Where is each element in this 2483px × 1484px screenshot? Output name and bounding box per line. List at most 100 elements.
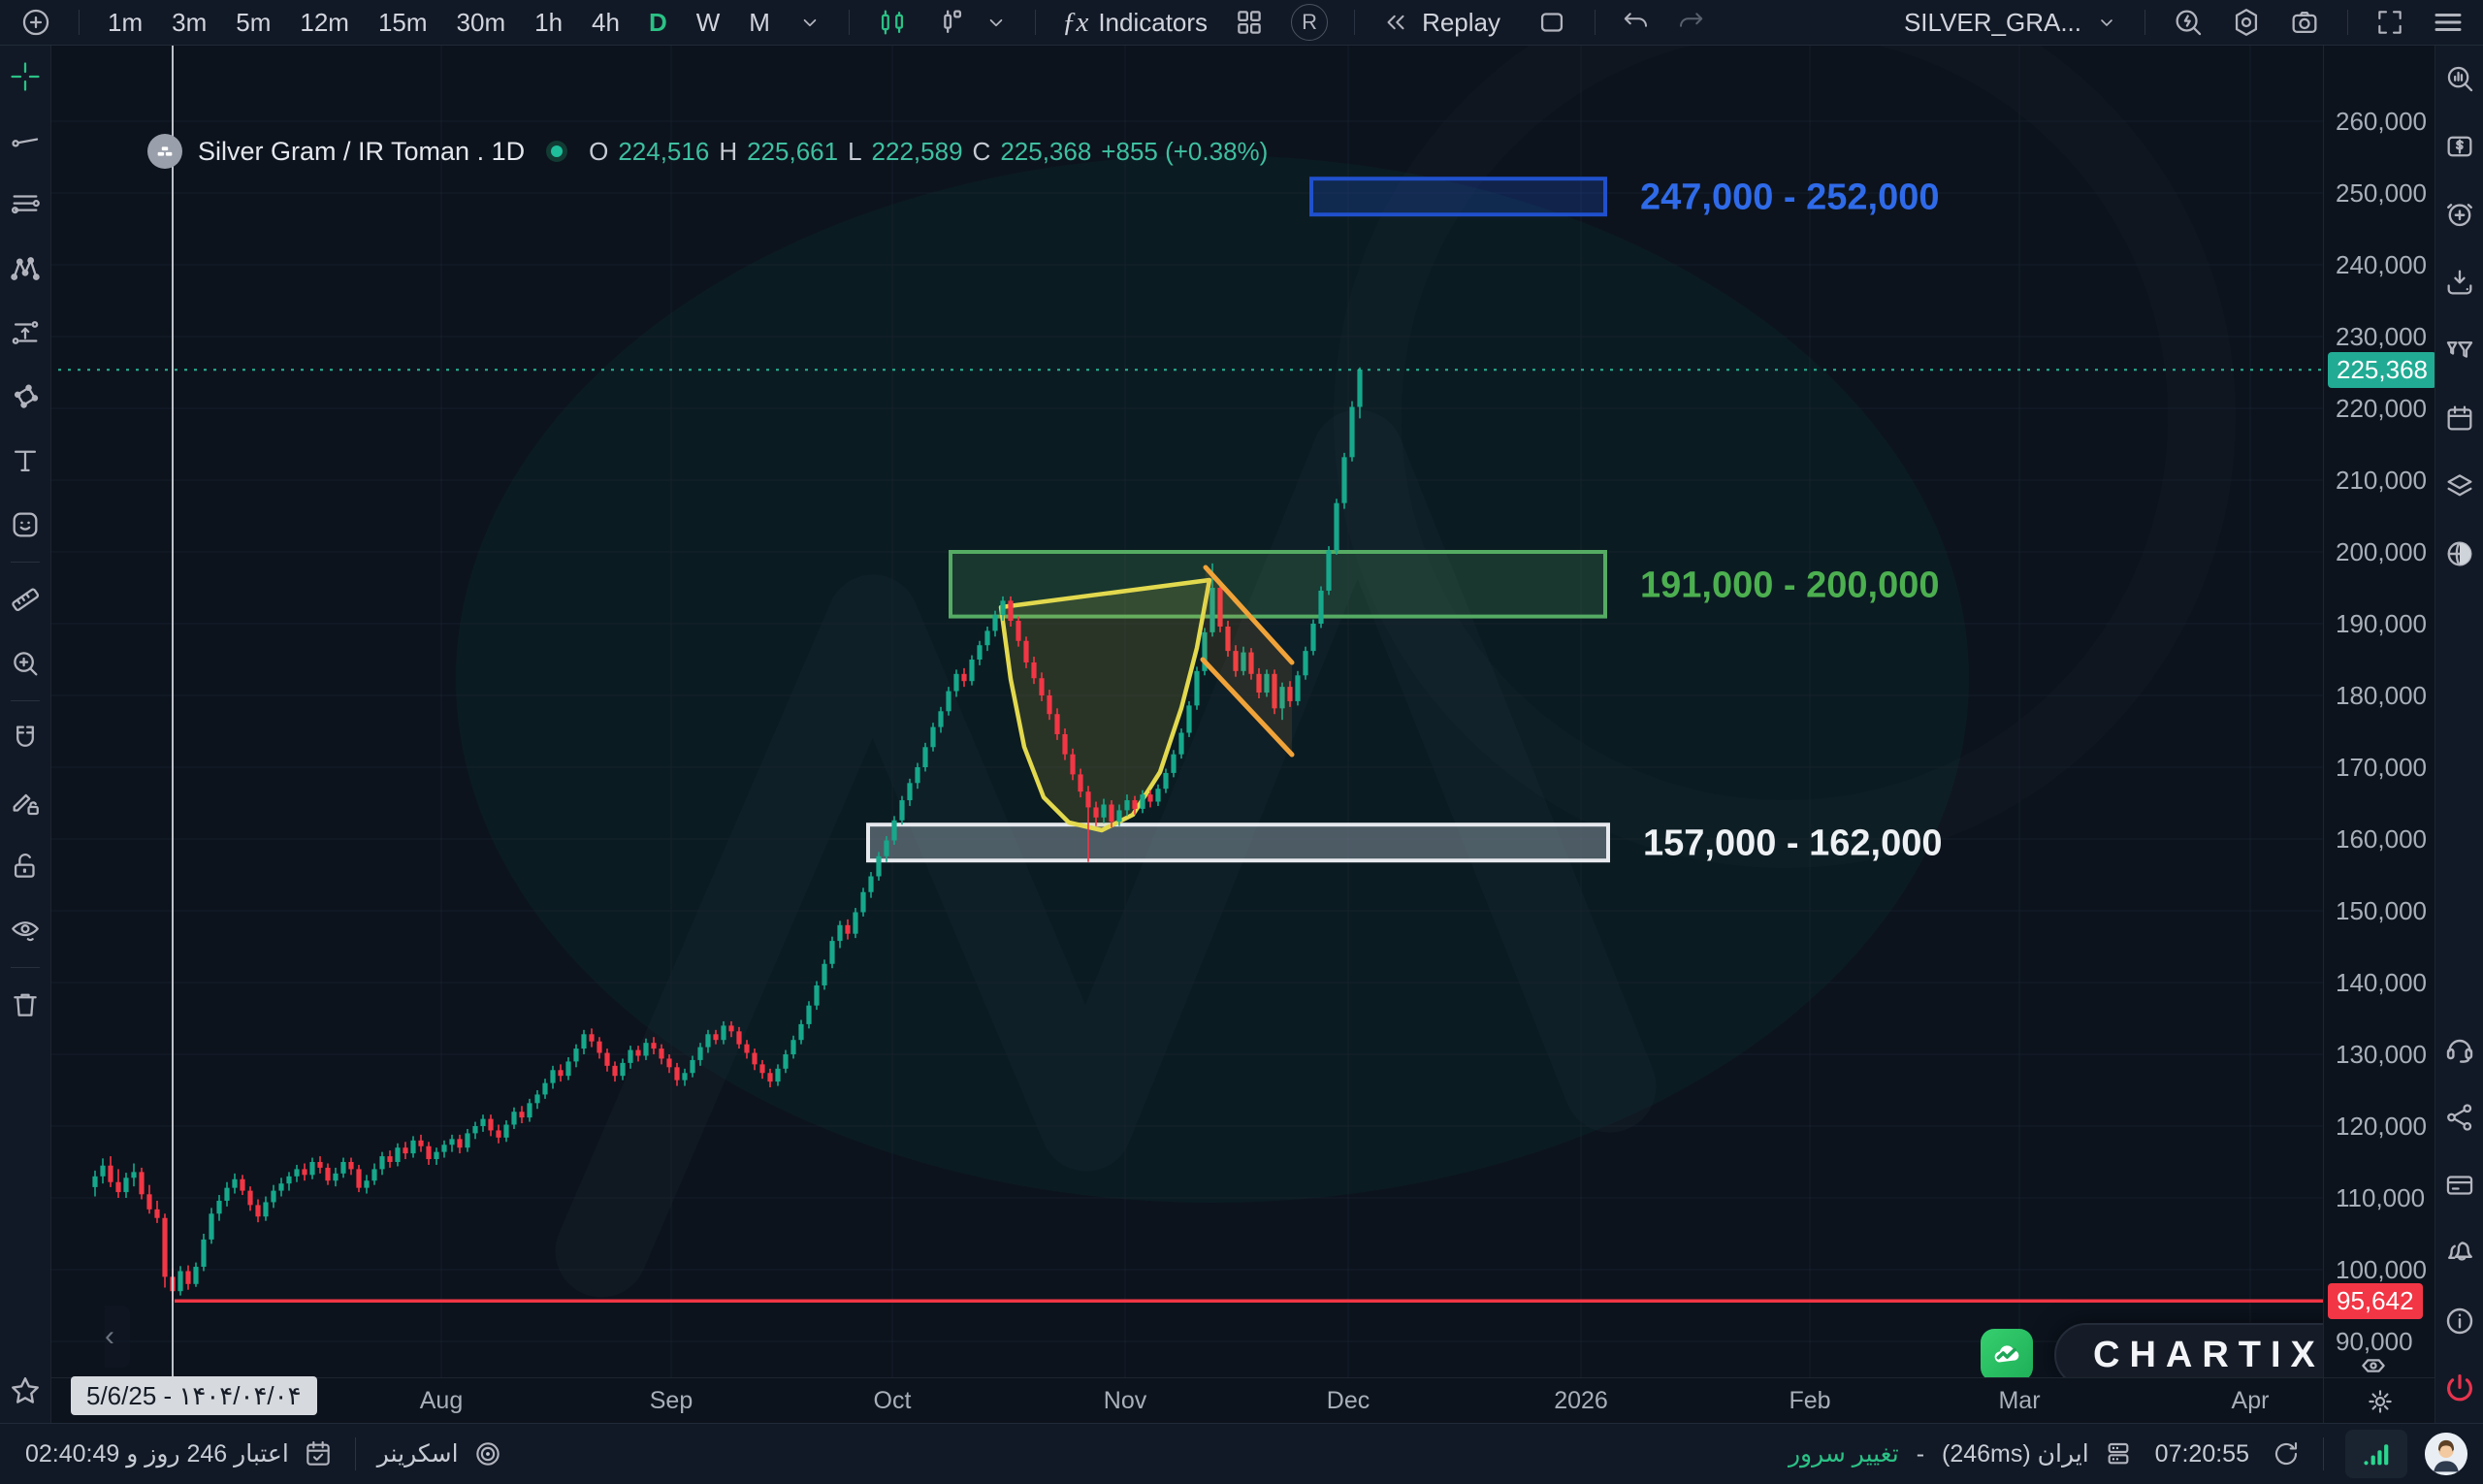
- crosshair-tool-icon[interactable]: [0, 45, 50, 109]
- target-icon: [472, 1438, 503, 1469]
- cup-pattern-drawing[interactable]: [998, 577, 1212, 833]
- timeframe-button-1h[interactable]: 1h: [534, 7, 564, 37]
- supply-zone[interactable]: [1309, 177, 1607, 217]
- price-tick: 150,000: [2336, 896, 2427, 925]
- candles-layer: [92, 367, 1363, 1302]
- emoji-tool-icon[interactable]: [0, 493, 50, 557]
- credit-remaining: اعتبار 246 روز و 02:40:49: [25, 1438, 334, 1469]
- axis-settings-gear-icon[interactable]: [2365, 1386, 2396, 1417]
- logout-power-icon[interactable]: [2435, 1355, 2483, 1423]
- price-axis[interactable]: 260,000 250,000 240,000 230,000 220,000 210,0…: [2323, 45, 2436, 1377]
- timeframe-button-12m[interactable]: 12m: [300, 7, 349, 37]
- favorites-star-icon[interactable]: [0, 1359, 50, 1423]
- payment-card-icon[interactable]: [2435, 1151, 2483, 1219]
- redo-icon[interactable]: [1663, 0, 1718, 45]
- refresh-icon[interactable]: [2271, 1438, 2302, 1469]
- quick-search-icon[interactable]: [2159, 0, 2217, 45]
- indicators-label: Indicators: [1098, 7, 1209, 37]
- screenshot-icon[interactable]: [2275, 0, 2334, 45]
- info-icon[interactable]: [2435, 1287, 2483, 1355]
- rotation-badge[interactable]: R: [1278, 0, 1340, 45]
- main-menu-icon[interactable]: [2418, 0, 2483, 45]
- server-status[interactable]: ایران (246ms): [1942, 1438, 2134, 1469]
- timeframe-chevron-icon[interactable]: [785, 0, 835, 45]
- measure-tool-icon[interactable]: [0, 567, 50, 631]
- magnet-tool-icon[interactable]: [0, 706, 50, 770]
- timeframe-button-1m[interactable]: 1m: [108, 7, 144, 37]
- text-tool-icon[interactable]: [0, 429, 50, 493]
- timeframe-button-M[interactable]: M: [749, 7, 770, 37]
- market-scanner-icon[interactable]: [2435, 45, 2483, 113]
- timeframe-row: 1m 3m 5m 12m 15m 30m 1h 4h D W M: [93, 0, 785, 45]
- user-avatar[interactable]: [2425, 1433, 2467, 1475]
- support-headset-icon[interactable]: [2435, 1016, 2483, 1083]
- add-alert-icon[interactable]: [2435, 180, 2483, 248]
- candles-style-icon[interactable]: [863, 0, 921, 45]
- lock-all-tool-icon[interactable]: [0, 834, 50, 898]
- price-tick: 250,000: [2336, 178, 2427, 208]
- chart-plot-svg[interactable]: 247,000 - 252,000 191,000 - 200,000 157,00…: [50, 45, 2323, 1377]
- flag-trendline-1[interactable]: [1203, 565, 1295, 665]
- toolbar-divider: [2144, 10, 2145, 35]
- projection-tool-icon[interactable]: [0, 301, 50, 365]
- undo-icon[interactable]: [1609, 0, 1663, 45]
- toolbar-collapse-chevron[interactable]: ‹: [105, 1306, 130, 1368]
- timeframe-button-W[interactable]: W: [695, 7, 721, 37]
- timeframe-button-4h[interactable]: 4h: [592, 7, 620, 37]
- change-server-label: تغییر سرور: [1788, 1440, 1899, 1468]
- shapes-tool-icon[interactable]: [0, 365, 50, 429]
- drawing-lock-tool-icon[interactable]: [0, 770, 50, 834]
- chart-legend[interactable]: Silver Gram / IR Toman . 1D O 224,516 H 22…: [147, 134, 1268, 169]
- resistance-zone[interactable]: [949, 550, 1607, 619]
- notifications-bells-icon[interactable]: [2435, 1219, 2483, 1287]
- time-axis[interactable]: 5/6/25 - ۱۴۰۴/۰۴/۰۴ Aug Sep Oct Nov Dec 2026 F…: [50, 1376, 2323, 1424]
- indicators-button[interactable]: ƒx Indicators: [1049, 0, 1220, 45]
- share-icon[interactable]: [2435, 1083, 2483, 1151]
- price-tick: 90,000: [2336, 1327, 2413, 1356]
- flag-trendline-2[interactable]: [1200, 657, 1295, 758]
- style-chevron-icon[interactable]: [971, 0, 1021, 45]
- remove-drawings-icon[interactable]: [0, 973, 50, 1037]
- settings-icon[interactable]: [2217, 0, 2275, 45]
- toolbar-divider: [11, 967, 40, 968]
- trend-line-tool-icon[interactable]: [0, 109, 50, 173]
- price-tick: 260,000: [2336, 107, 2427, 136]
- fullscreen-icon[interactable]: [2362, 0, 2418, 45]
- globe-icon[interactable]: [2435, 520, 2483, 588]
- rectangle-tool-icon[interactable]: [1523, 0, 1581, 45]
- hide-drawings-icon[interactable]: [0, 898, 50, 962]
- zoom-in-tool-icon[interactable]: [0, 631, 50, 695]
- time-tick: Apr: [2231, 1387, 2270, 1414]
- chart-canvas[interactable]: 247,000 - 252,000 191,000 - 200,000 157,00…: [50, 45, 2323, 1377]
- save-download-icon[interactable]: [2435, 248, 2483, 316]
- add-symbol-icon[interactable]: [0, 0, 65, 45]
- top-toolbar: 1m 3m 5m 12m 15m 30m 1h 4h D W M ƒx Indicators R R…: [0, 0, 2483, 46]
- timeframe-button-15m[interactable]: 15m: [377, 7, 428, 37]
- chart-style-icon[interactable]: [921, 0, 971, 45]
- filter-icon[interactable]: [2435, 316, 2483, 384]
- statusbar-divider: [354, 1437, 356, 1470]
- symbol-title[interactable]: Silver Gram / IR Toman . 1D: [198, 136, 526, 166]
- pattern-tool-icon[interactable]: [0, 237, 50, 301]
- layers-icon[interactable]: [2435, 452, 2483, 520]
- layout-grid-icon[interactable]: [1220, 0, 1278, 45]
- connection-signal-button[interactable]: [2345, 1430, 2407, 1478]
- price-tick: 210,000: [2336, 466, 2427, 495]
- screener-button[interactable]: اسکرینر: [377, 1438, 503, 1469]
- replay-button[interactable]: Replay: [1369, 0, 1513, 45]
- change-server-button[interactable]: تغییر سرور: [1789, 1439, 1899, 1468]
- pricing-icon[interactable]: [2435, 113, 2483, 180]
- calendar-icon[interactable]: [2435, 384, 2483, 452]
- timeframe-button-D[interactable]: D: [648, 7, 667, 37]
- support-zone[interactable]: [866, 823, 1610, 863]
- market-status-dot[interactable]: [546, 141, 568, 162]
- timeframe-button-5m[interactable]: 5m: [236, 7, 272, 37]
- status-bar: اعتبار 246 روز و 02:40:49 اسکرینر تغییر …: [0, 1423, 2483, 1484]
- time-tick: Feb: [1789, 1387, 1831, 1414]
- timeframe-button-30m[interactable]: 30m: [456, 7, 506, 37]
- fib-retracement-tool-icon[interactable]: [0, 173, 50, 237]
- symbol-search-button[interactable]: SILVER_GRA...: [1891, 0, 2131, 45]
- timeframe-button-3m[interactable]: 3m: [172, 7, 208, 37]
- ohlc-values: O 224,516 H 225,661 L 222,589 C 225,368 +855…: [589, 136, 1269, 166]
- price-axis-eye-icon[interactable]: [2357, 1349, 2390, 1382]
